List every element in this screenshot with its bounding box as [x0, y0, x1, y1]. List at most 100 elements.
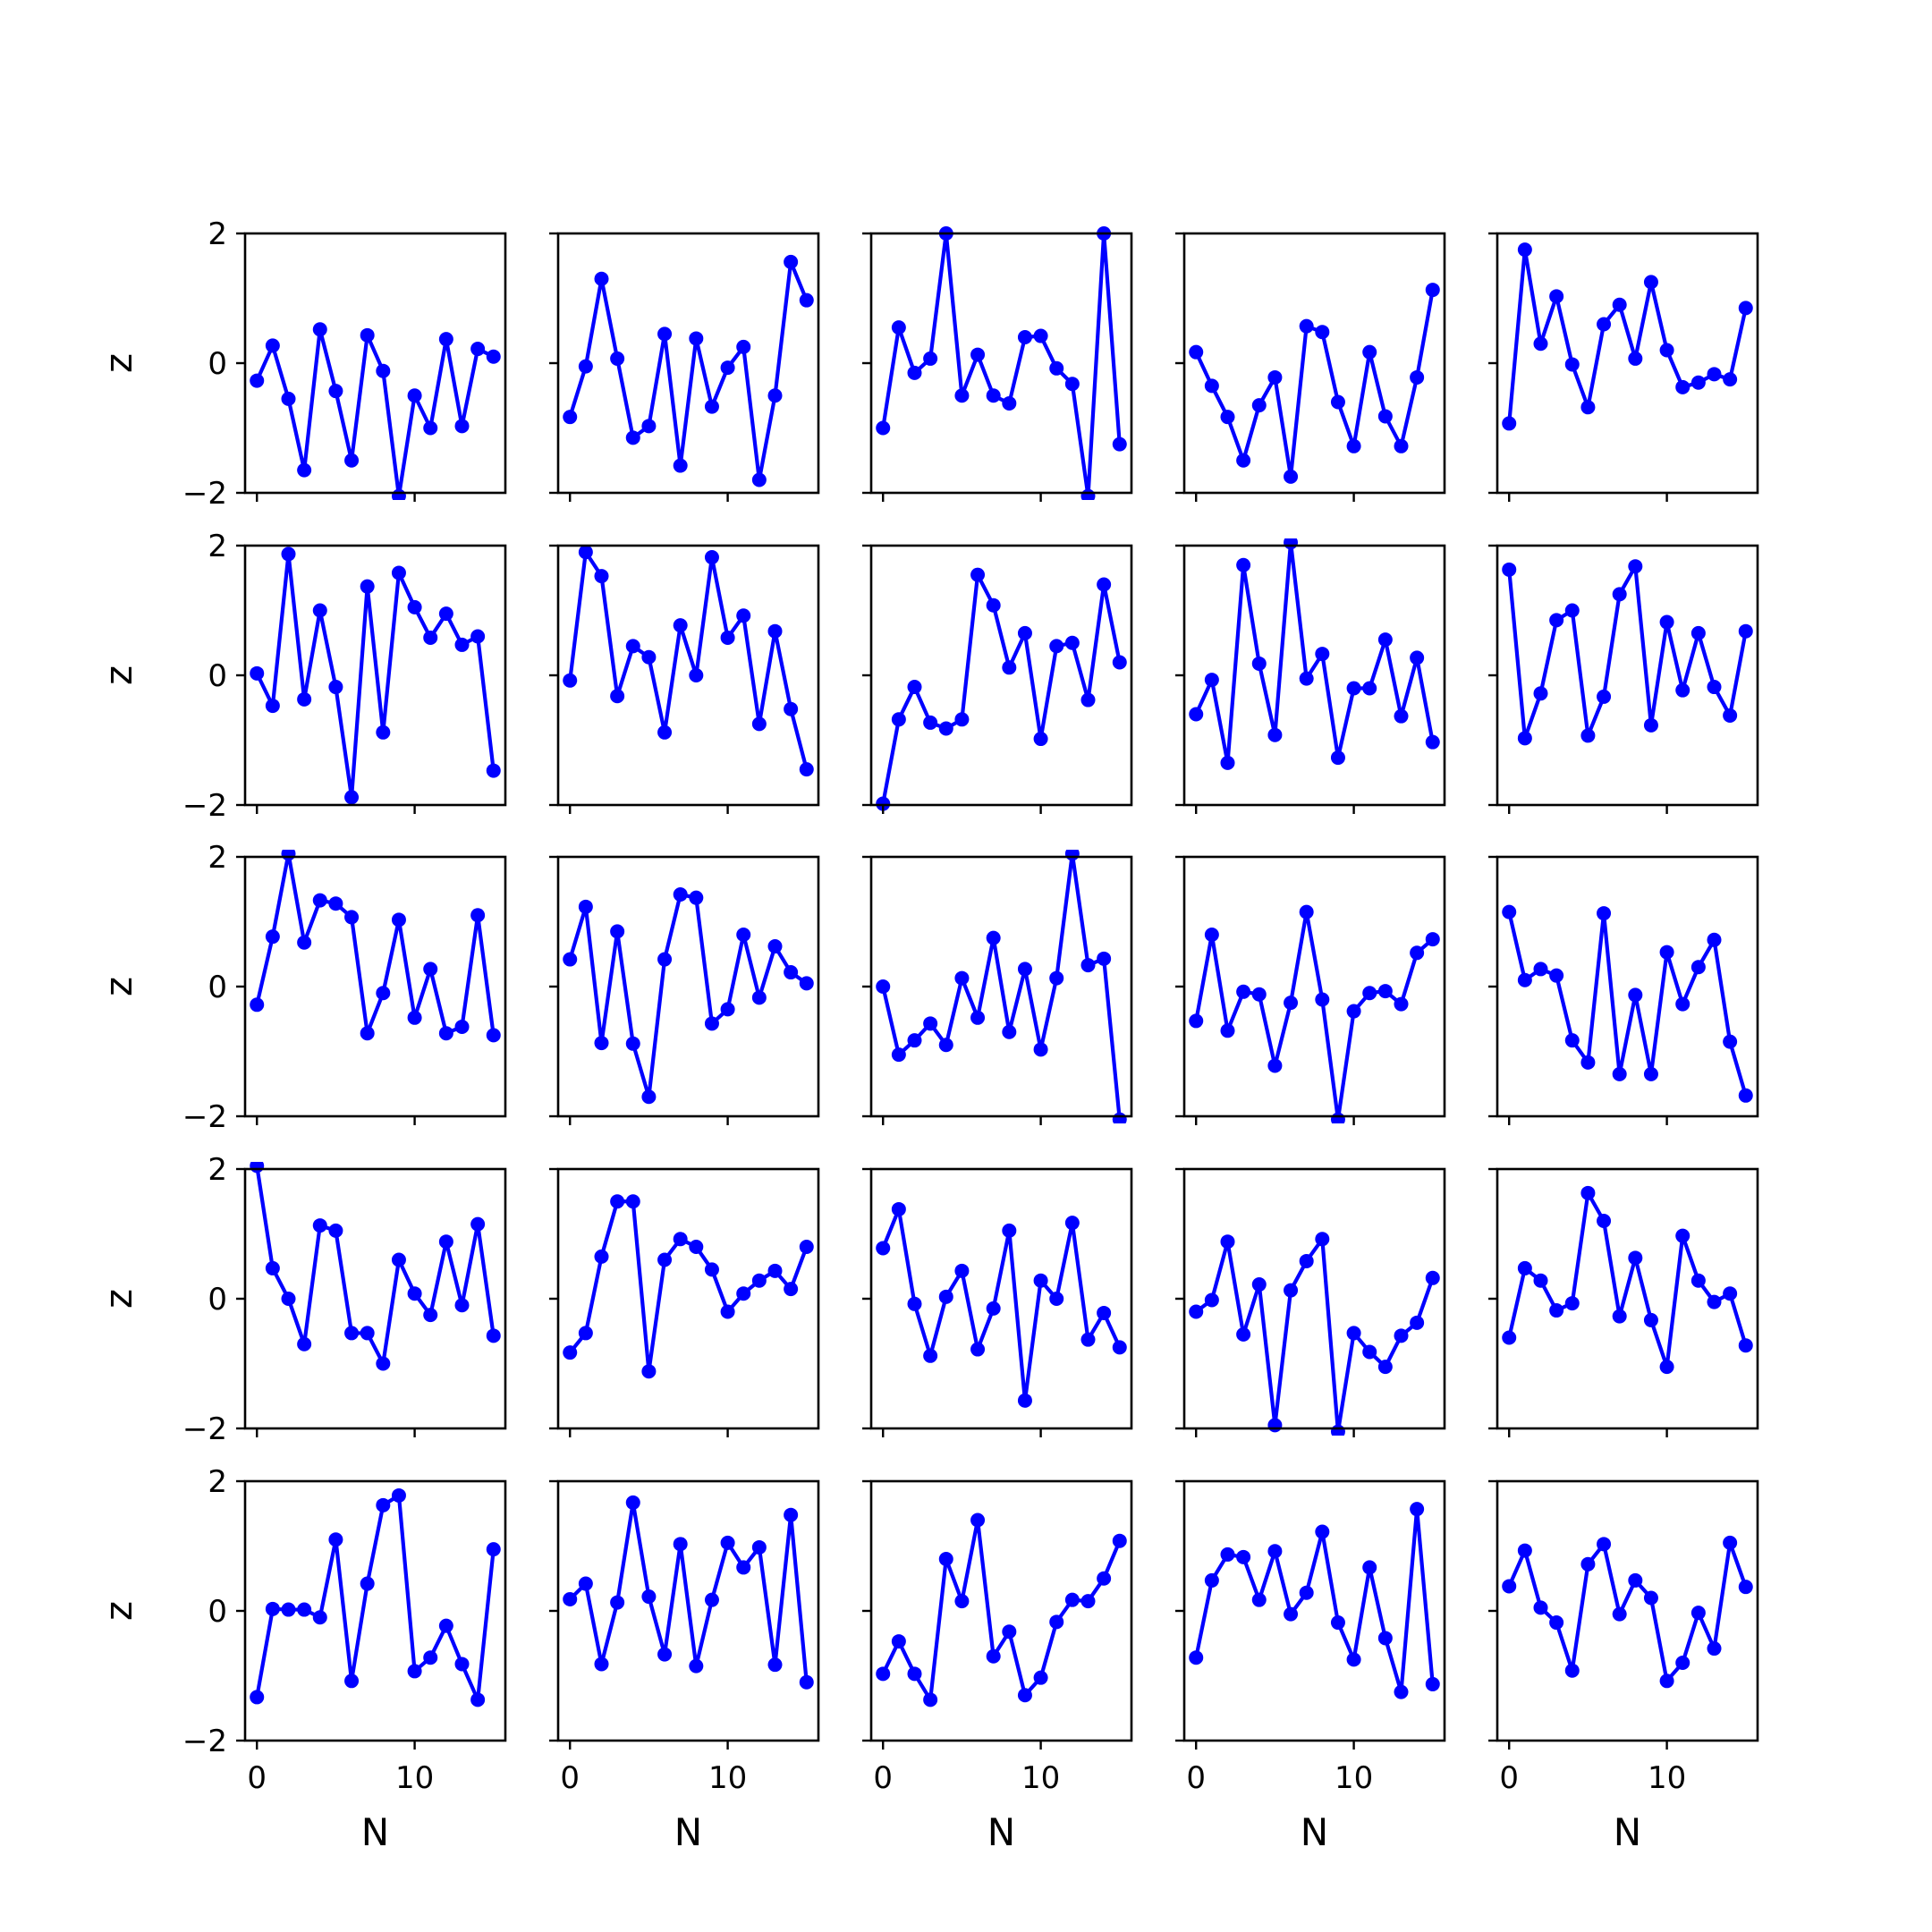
data-point	[1204, 673, 1219, 688]
subplot-4-4	[1175, 1167, 1446, 1437]
series-z	[250, 1162, 501, 1371]
data-point	[1080, 692, 1096, 708]
data-point	[625, 1495, 640, 1510]
data-point	[1410, 1502, 1425, 1517]
data-point	[454, 419, 470, 434]
data-point	[970, 1342, 986, 1357]
data-point	[438, 1026, 453, 1041]
data-point	[1659, 614, 1674, 630]
data-point	[1002, 1223, 1017, 1238]
data-point	[360, 579, 375, 594]
data-point	[1643, 1590, 1658, 1606]
data-point	[767, 1263, 783, 1278]
data-point	[407, 1664, 422, 1679]
data-point	[250, 373, 265, 388]
data-point	[486, 349, 501, 364]
data-point	[907, 365, 922, 380]
data-point	[470, 342, 486, 357]
data-point	[970, 1513, 986, 1528]
data-point	[376, 1497, 391, 1513]
data-point	[1362, 1560, 1377, 1575]
data-point	[563, 410, 578, 425]
data-point	[297, 1602, 312, 1617]
data-point	[1377, 984, 1393, 999]
data-point	[578, 1326, 593, 1341]
data-point	[1425, 283, 1440, 298]
data-point	[986, 1648, 1001, 1664]
data-point	[1425, 734, 1440, 750]
data-point	[1267, 1058, 1283, 1073]
y-tick-label: 0	[208, 346, 227, 382]
subplot-2-5	[1488, 544, 1759, 814]
data-point	[1251, 987, 1267, 1002]
data-point	[486, 1028, 501, 1043]
data-point	[1236, 453, 1251, 468]
data-point	[1330, 750, 1345, 766]
subplot-3-4	[1175, 855, 1446, 1125]
data-point	[297, 1336, 312, 1352]
data-point	[751, 716, 767, 732]
data-point	[1189, 1304, 1204, 1319]
series-z	[250, 850, 501, 1043]
data-point	[486, 1328, 501, 1343]
data-point	[625, 430, 640, 445]
data-point	[891, 320, 906, 335]
subplot-1-1: −2 0 2 z	[97, 216, 507, 512]
data-point	[1377, 632, 1393, 648]
data-point	[265, 338, 280, 353]
data-point	[563, 673, 578, 688]
subplot-2-3	[862, 544, 1133, 814]
data-point	[1033, 1273, 1048, 1288]
y-axis-label: z	[97, 977, 140, 996]
data-point	[1533, 1600, 1548, 1615]
data-point	[578, 545, 593, 560]
data-point	[1064, 377, 1080, 392]
y-tick-label: 2	[208, 1464, 227, 1500]
data-point	[1690, 1273, 1706, 1288]
data-point	[610, 1595, 625, 1610]
data-point	[328, 384, 343, 399]
data-point	[1564, 1296, 1580, 1311]
data-point	[1597, 689, 1612, 704]
data-point	[438, 332, 453, 347]
data-point	[423, 962, 438, 977]
data-point	[1502, 416, 1517, 431]
data-point	[1612, 1606, 1627, 1622]
series-z	[1189, 1502, 1440, 1699]
subplot-5-3: 0 10N	[862, 1479, 1133, 1854]
data-point	[767, 1657, 783, 1673]
data-point	[438, 606, 453, 622]
data-point	[250, 665, 265, 681]
subplot-1-2	[549, 232, 820, 502]
data-point	[1675, 996, 1690, 1012]
data-point	[1097, 1305, 1112, 1320]
data-point	[312, 603, 327, 618]
data-point	[610, 1194, 625, 1209]
data-point	[1517, 242, 1532, 258]
data-point	[438, 1618, 453, 1633]
data-point	[799, 976, 814, 991]
data-point	[1643, 1312, 1658, 1327]
y-tick-label: −2	[182, 788, 227, 824]
data-point	[923, 715, 938, 730]
series-line	[567, 1500, 809, 1685]
series-line	[567, 1199, 809, 1374]
data-point	[1707, 932, 1722, 947]
data-point	[1707, 1294, 1722, 1309]
data-point	[1690, 1606, 1706, 1621]
data-point	[657, 326, 673, 342]
data-point	[1284, 996, 1299, 1011]
data-point	[470, 1216, 486, 1232]
data-point	[891, 712, 906, 727]
subplot-4-2	[549, 1167, 820, 1437]
data-point	[1362, 1344, 1377, 1360]
data-point	[391, 565, 406, 580]
y-tick-label: 0	[208, 1594, 227, 1630]
data-point	[907, 1033, 922, 1048]
data-point	[1394, 438, 1409, 453]
data-point	[720, 1535, 735, 1550]
data-point	[1204, 928, 1219, 942]
data-point	[1330, 394, 1345, 410]
data-point	[1723, 1535, 1738, 1550]
data-point	[736, 928, 751, 942]
